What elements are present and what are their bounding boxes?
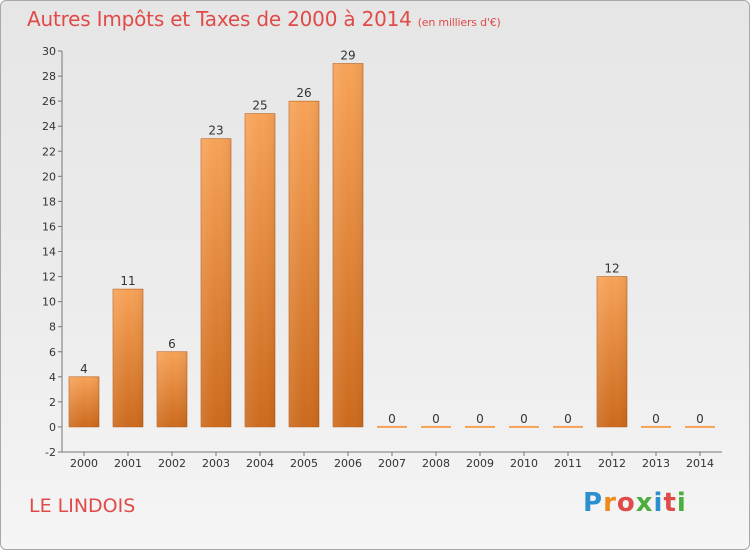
x-tick-label: 2001 bbox=[114, 457, 142, 470]
y-tick-label: 8 bbox=[49, 321, 56, 334]
x-tick-label: 2005 bbox=[290, 457, 318, 470]
bar-shine bbox=[245, 113, 275, 427]
bars bbox=[68, 63, 715, 428]
bar-shine bbox=[597, 276, 627, 427]
x-tick-label: 2009 bbox=[466, 457, 494, 470]
chart-title-text: Autres Impôts et Taxes de 2000 à 2014 bbox=[27, 7, 412, 31]
bar[interactable] bbox=[685, 425, 715, 428]
x-tick-label: 2010 bbox=[510, 457, 538, 470]
y-tick-label: 20 bbox=[42, 170, 56, 183]
y-tick-label: 18 bbox=[42, 195, 56, 208]
y-tick-label: 0 bbox=[49, 421, 56, 434]
x-tick-label: 2013 bbox=[642, 457, 670, 470]
value-labels: 4 11 6 23 25 26 29 0 0 0 0 0 12 0 0 bbox=[80, 49, 704, 426]
proxiti-logo[interactable]: Proxiti bbox=[583, 488, 687, 518]
bar[interactable] bbox=[421, 425, 451, 428]
x-tick-label: 2008 bbox=[422, 457, 450, 470]
bar-shine bbox=[201, 138, 231, 427]
bar[interactable] bbox=[509, 425, 539, 428]
y-tick-label: 14 bbox=[42, 246, 56, 259]
bar-value-label: 0 bbox=[652, 412, 660, 426]
x-tick-label: 2006 bbox=[334, 457, 362, 470]
y-tick-label: 12 bbox=[42, 271, 56, 284]
bar-value-label: 23 bbox=[208, 124, 223, 138]
y-tick-label: 26 bbox=[42, 95, 56, 108]
bar[interactable] bbox=[377, 425, 407, 428]
bar-shine bbox=[69, 376, 99, 427]
bar-value-label: 0 bbox=[388, 412, 396, 426]
x-tick-label: 2012 bbox=[598, 457, 626, 470]
x-tick-label: 2003 bbox=[202, 457, 230, 470]
bar-value-label: 11 bbox=[120, 274, 135, 288]
bar-value-label: 12 bbox=[604, 262, 619, 276]
y-tick-label: 24 bbox=[42, 120, 56, 133]
x-tick-label: 2004 bbox=[246, 457, 274, 470]
y-tick-label: 2 bbox=[49, 396, 56, 409]
x-tick-label: 2014 bbox=[686, 457, 714, 470]
bar[interactable] bbox=[641, 425, 671, 428]
y-tick-label: 4 bbox=[49, 371, 56, 384]
bar-value-label: 25 bbox=[252, 99, 267, 113]
bar-value-label: 0 bbox=[520, 412, 528, 426]
chart-subtitle: (en milliers d'€) bbox=[417, 16, 501, 29]
bar-value-label: 0 bbox=[432, 412, 440, 426]
x-tick-label: 2000 bbox=[70, 457, 98, 470]
x-tick-label: 2007 bbox=[378, 457, 406, 470]
x-tick-label: 2002 bbox=[158, 457, 186, 470]
bar-value-label: 4 bbox=[80, 362, 88, 376]
bar-shine bbox=[333, 63, 363, 427]
y-tick-label: 10 bbox=[42, 296, 56, 309]
bar-value-label: 6 bbox=[168, 337, 176, 351]
bar[interactable] bbox=[465, 425, 495, 428]
bar-value-label: 29 bbox=[340, 49, 355, 63]
location-name: LE LINDOIS bbox=[29, 495, 136, 517]
bar-shine bbox=[157, 351, 187, 427]
y-tick-label: 6 bbox=[49, 346, 56, 359]
bar-value-label: 26 bbox=[296, 86, 311, 100]
x-tick-label: 2011 bbox=[554, 457, 582, 470]
chart-title: Autres Impôts et Taxes de 2000 à 2014 (en… bbox=[27, 7, 501, 31]
bar-value-label: 0 bbox=[476, 412, 484, 426]
bar-value-label: 0 bbox=[564, 412, 572, 426]
bar-value-label: 0 bbox=[696, 412, 704, 426]
bar[interactable] bbox=[553, 425, 583, 428]
y-tick-label: 16 bbox=[42, 220, 56, 233]
y-tick-label: 22 bbox=[42, 145, 56, 158]
y-tick-label: -2 bbox=[45, 446, 56, 459]
bar-shine bbox=[289, 101, 319, 427]
y-tick-label: 30 bbox=[42, 45, 56, 58]
bar-shine bbox=[113, 289, 143, 427]
y-tick-label: 28 bbox=[42, 70, 56, 83]
